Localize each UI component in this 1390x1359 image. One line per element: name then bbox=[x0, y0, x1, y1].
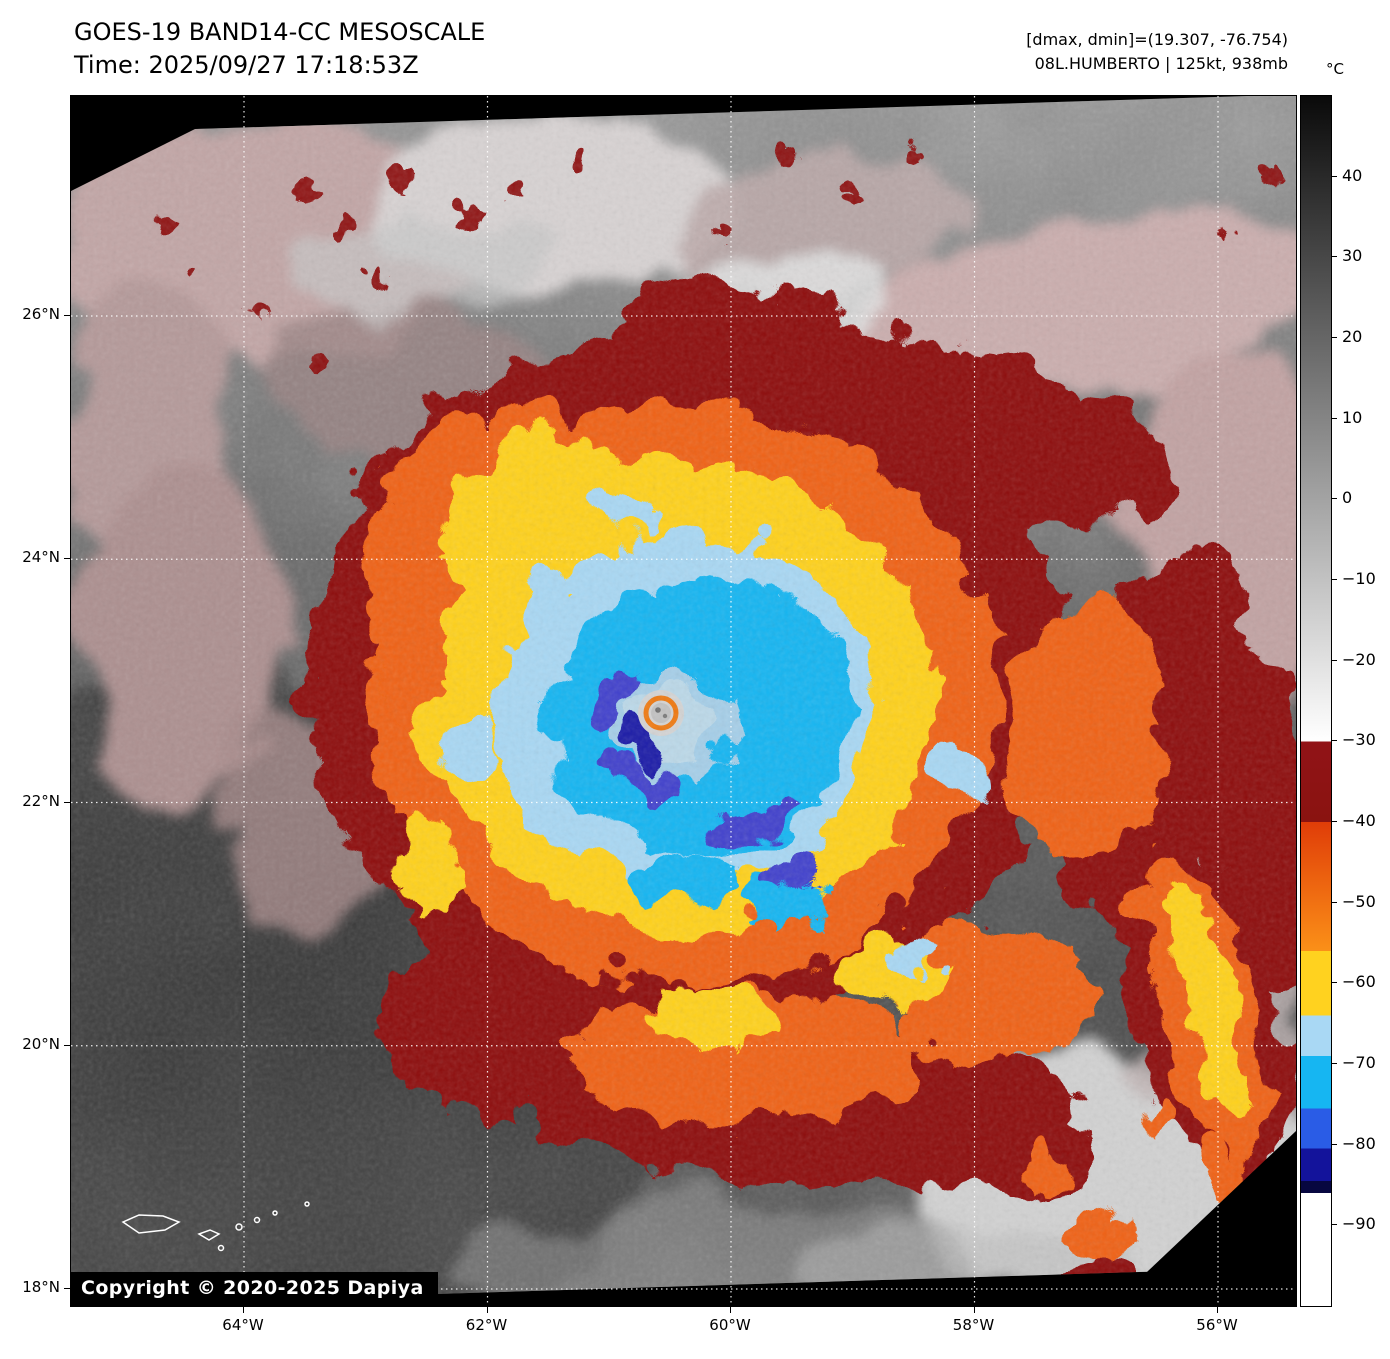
colorbar-tick-label: 40 bbox=[1342, 165, 1363, 185]
dmax-dmin-label: [dmax, dmin]=(19.307, -76.754) bbox=[1026, 30, 1288, 49]
lon-tick-mark bbox=[1217, 1307, 1218, 1313]
lon-tick-label: 60°W bbox=[709, 1316, 751, 1334]
satellite-image bbox=[71, 96, 1296, 1306]
colorbar-tick-label: −10 bbox=[1342, 569, 1376, 588]
colorbar-ticks: 40 30 20 10 0 −10 −20 −30 −40 −50 −60 −70 −80 −90 bbox=[1332, 95, 1390, 1307]
lat-tick-label: 26°N bbox=[22, 305, 60, 323]
colorbar-tick-mark bbox=[1332, 982, 1337, 984]
lat-tick-mark bbox=[64, 558, 70, 560]
lon-tick-mark bbox=[486, 1307, 488, 1313]
colorbar-tick-mark bbox=[1332, 1063, 1337, 1064]
lat-tick-mark bbox=[64, 315, 70, 316]
colorbar-tick-label: 0 bbox=[1342, 488, 1353, 508]
lon-tick-label: 62°W bbox=[465, 1316, 508, 1334]
colorbar-tick-mark bbox=[1332, 659, 1337, 661]
lon-tick-mark bbox=[730, 1307, 731, 1313]
page-title: GOES-19 BAND14-CC MESOSCALE bbox=[74, 18, 486, 46]
colorbar-tick-mark bbox=[1332, 1143, 1337, 1145]
header-right: [dmax, dmin]=(19.307, -76.754) 08L.HUMBE… bbox=[1026, 28, 1288, 76]
colorbar-tick-mark bbox=[1332, 740, 1337, 742]
colorbar-tick-label: 20 bbox=[1342, 327, 1363, 346]
longitude-axis: 64°W 62°W 60°W 58°W 56°W bbox=[70, 1307, 1297, 1349]
lon-tick-label: 56°W bbox=[1196, 1316, 1238, 1334]
lat-tick-label: 18°N bbox=[22, 1278, 60, 1296]
colorbar-tick-mark bbox=[1332, 175, 1337, 177]
lon-tick-label: 58°W bbox=[952, 1316, 995, 1334]
colorbar-tick-mark bbox=[1332, 417, 1337, 419]
colorbar-tick-mark bbox=[1332, 256, 1337, 258]
lat-tick-mark bbox=[64, 1044, 70, 1046]
satellite-map: Copyright © 2020-2025 Dapiya bbox=[70, 95, 1297, 1307]
colorbar-tick-mark bbox=[1332, 337, 1337, 338]
colorbar-tick-mark bbox=[1332, 1224, 1337, 1226]
lat-tick-label: 20°N bbox=[22, 1034, 60, 1053]
lat-tick-mark bbox=[64, 801, 70, 803]
scan-area bbox=[71, 96, 1296, 1306]
lon-tick-mark bbox=[973, 1307, 975, 1313]
latitude-axis: 26°N 24°N 22°N 20°N 18°N bbox=[0, 95, 70, 1307]
lat-tick-mark bbox=[64, 1288, 70, 1289]
colorbar-tick-label: 30 bbox=[1342, 246, 1363, 266]
lat-tick-label: 24°N bbox=[22, 548, 60, 567]
colorbar-tick-label: −40 bbox=[1342, 811, 1376, 830]
grid-lines bbox=[71, 96, 1296, 1306]
lat-tick-label: 22°N bbox=[22, 791, 60, 810]
scan-gap-top-left bbox=[71, 96, 261, 191]
colorbar-tick-label: −50 bbox=[1342, 891, 1376, 911]
colorbar-tick-mark bbox=[1332, 821, 1337, 822]
scan-gap-bottom-right bbox=[1111, 1131, 1296, 1306]
lon-tick-mark bbox=[243, 1307, 244, 1313]
colorbar-tick-mark bbox=[1332, 901, 1337, 903]
copyright-label: Copyright © 2020-2025 Dapiya bbox=[71, 1272, 438, 1306]
colorbar-gradient bbox=[1301, 96, 1331, 1306]
colorbar-tick-label: −60 bbox=[1342, 972, 1376, 992]
colorbar-tick-label: −30 bbox=[1342, 730, 1376, 750]
colorbar-tick-label: −20 bbox=[1342, 649, 1376, 669]
colorbar-tick-mark bbox=[1332, 498, 1337, 500]
colorbar-tick-mark bbox=[1332, 579, 1337, 580]
colorbar-tick-label: −90 bbox=[1342, 1214, 1376, 1234]
header: GOES-19 BAND14-CC MESOSCALE Time: 2025/0… bbox=[74, 16, 485, 82]
colorbar-tick-label: 10 bbox=[1342, 407, 1363, 427]
storm-info-label: 08L.HUMBERTO | 125kt, 938mb bbox=[1034, 54, 1288, 73]
colorbar-unit-label: °C bbox=[1326, 60, 1344, 78]
colorbar-tick-label: −70 bbox=[1342, 1053, 1376, 1072]
colorbar bbox=[1300, 95, 1332, 1307]
colorbar-tick-label: −80 bbox=[1342, 1133, 1376, 1153]
lon-tick-label: 64°W bbox=[222, 1316, 264, 1334]
time-label: Time: 2025/09/27 17:18:53Z bbox=[74, 51, 419, 79]
